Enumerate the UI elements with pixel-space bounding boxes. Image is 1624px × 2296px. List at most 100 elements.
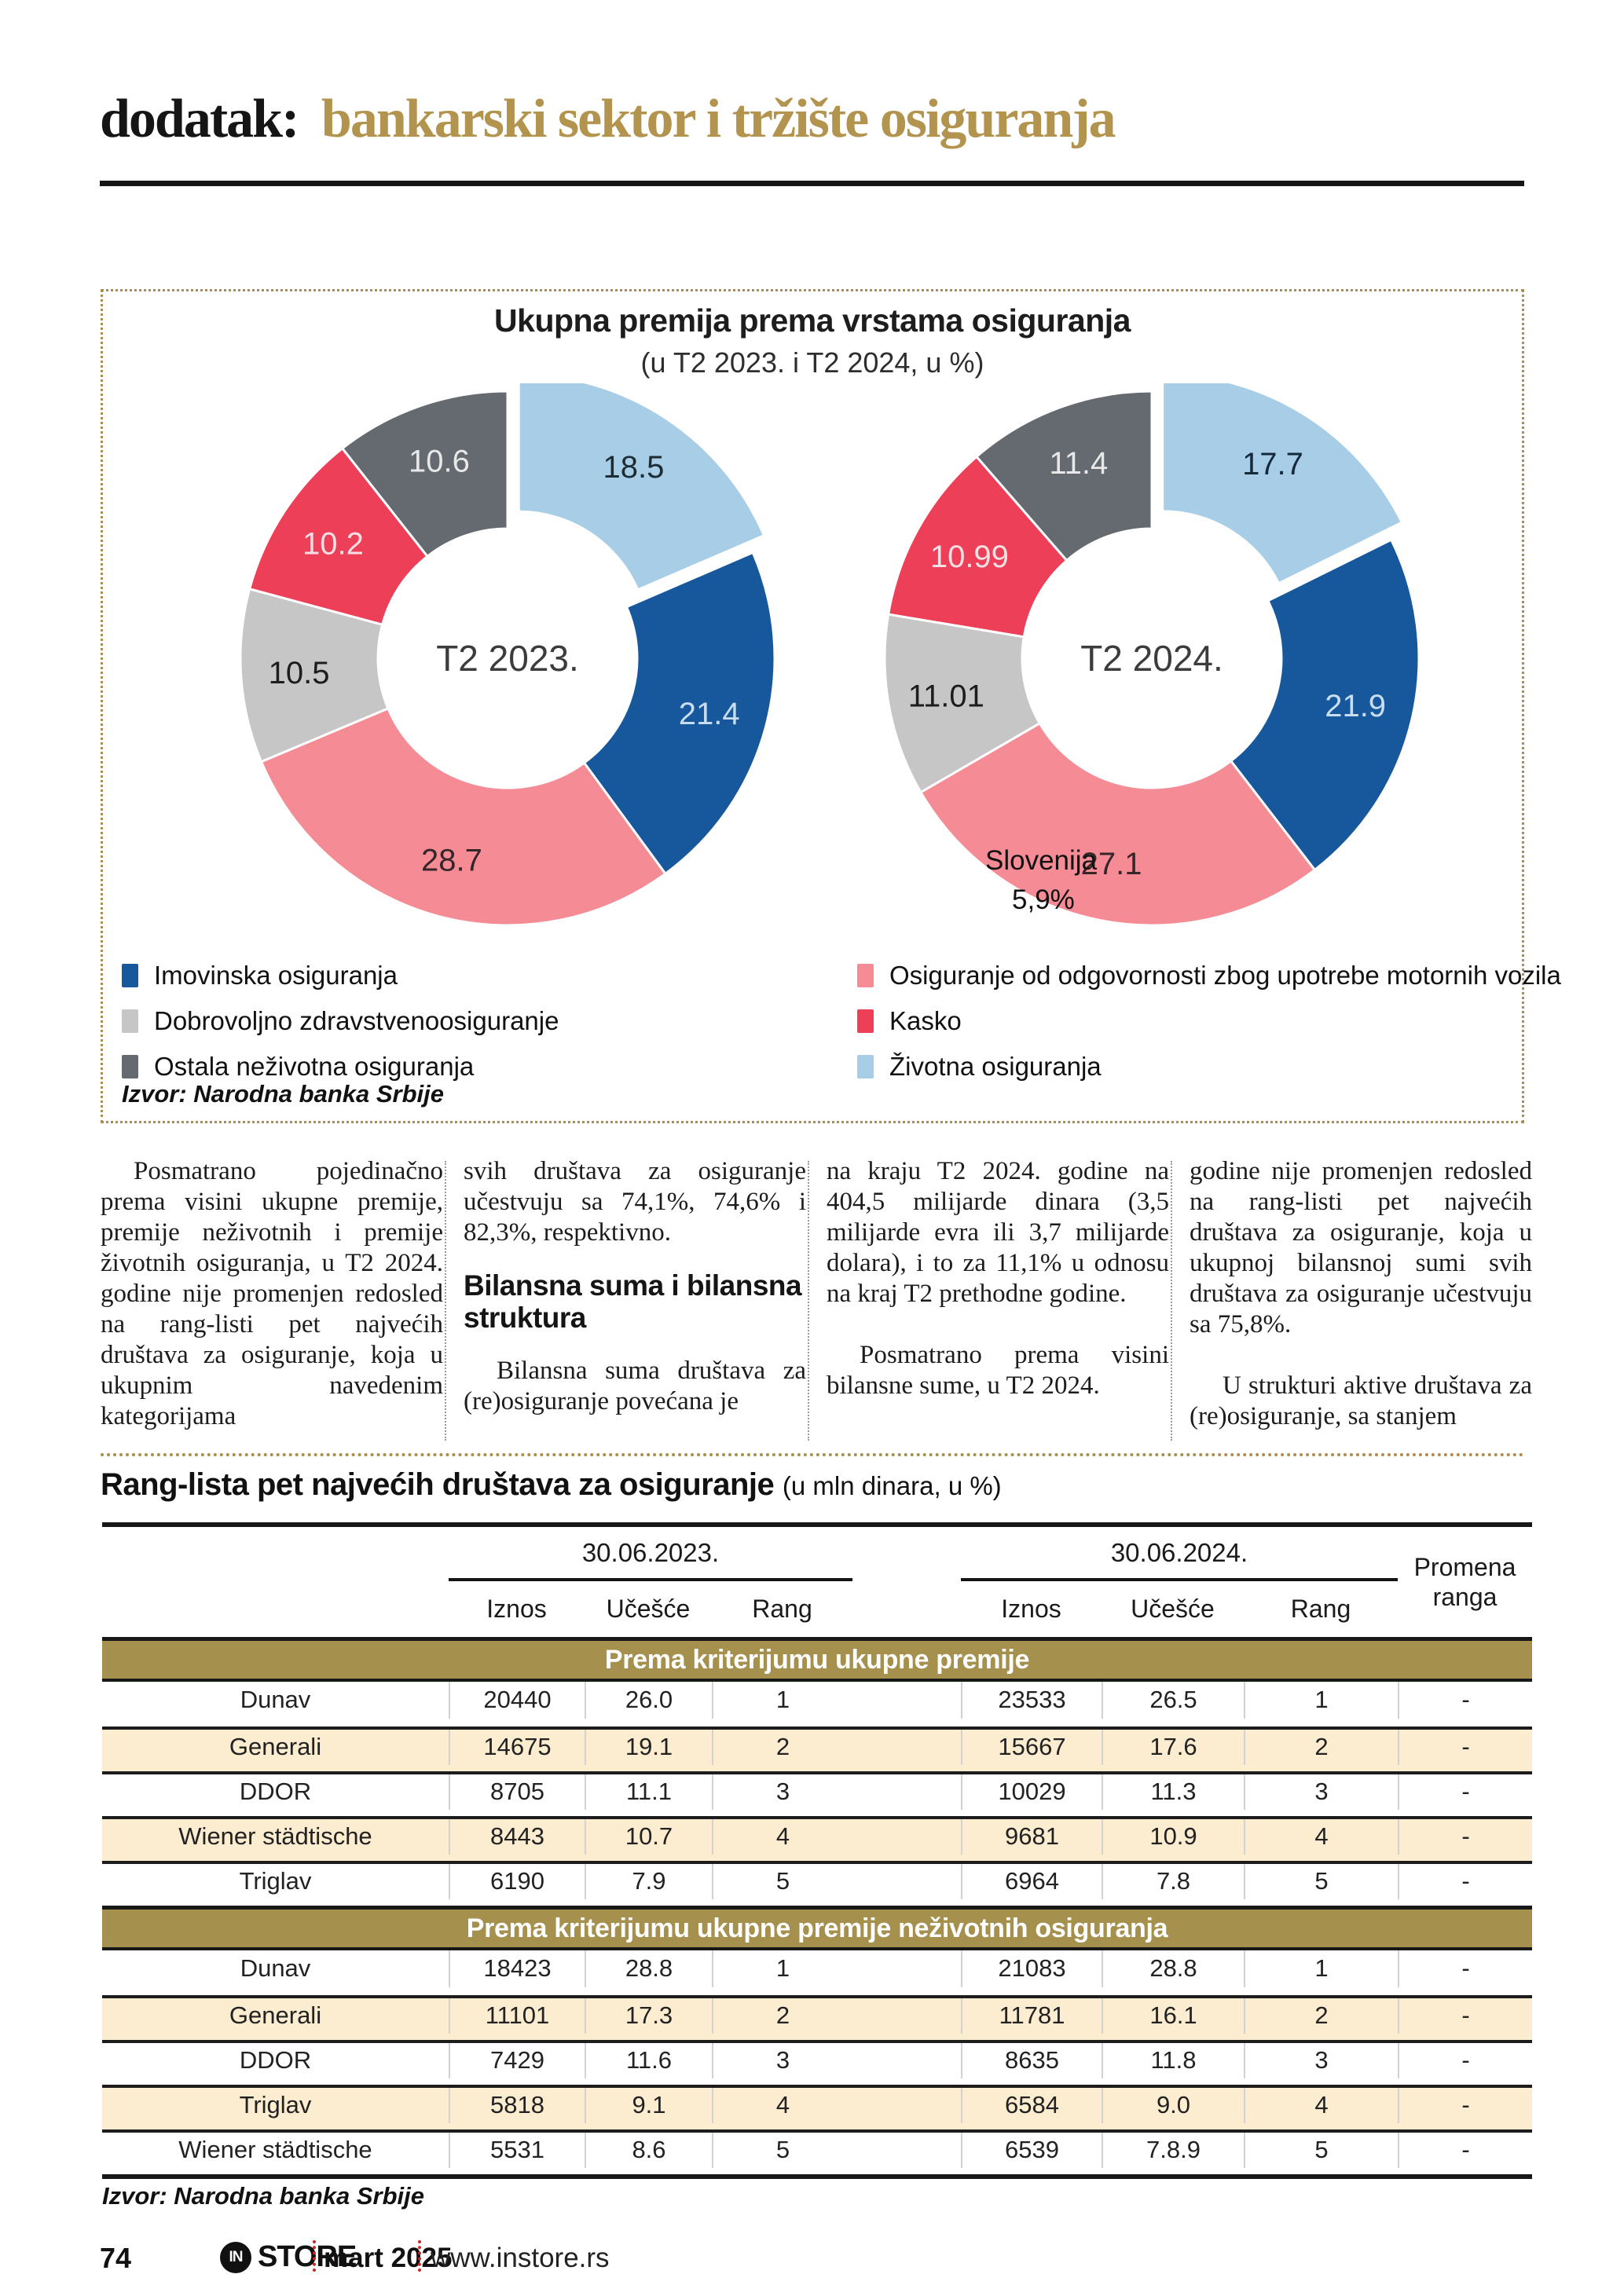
table-cell: 18423 [449,1950,585,1987]
donut-center-label: T2 2023. [436,638,579,679]
legend-label: Imovinska osiguranja [154,961,398,990]
paragraph: Bilansna suma društava za (re)osiguranje… [464,1357,806,1415]
text-column-3: na kraju T2 2024. godine na 404,5 milija… [827,1156,1169,1401]
table-cell: 11101 [449,1998,585,2034]
donut-slice-28.7 [259,706,667,927]
table-cell: 6539 [961,2133,1102,2168]
table-cell: 2 [1244,1998,1398,2034]
paragraph: Posmatrano prema visini bilansne sume, u… [827,1341,1169,1400]
donut-slice-11.4 [974,390,1153,562]
table-cell: 8.6 [585,2133,712,2168]
slice-label: 10.5 [269,656,330,690]
table-cell: 3 [1244,1774,1398,1810]
table-row-dunav: Dunav 18423 28.8 1 21083 28.8 1- [102,1950,1532,1995]
legend-label: Kasko [889,1006,962,1035]
table-row-generali: Generali 14675 19.1 2 15667 17.6 2- [102,1727,1532,1771]
column-separator [808,1161,809,1441]
column-header-iznos: Iznos [1001,1595,1061,1623]
table-cell: 23533 [961,1682,1102,1719]
legend-item: Kasko [857,998,1561,1044]
masthead-title: bankarski sektor i tržište osiguranja [321,89,1116,149]
donut-svg: 17.7 21.9 27.1 11.01 10.99 11.4 T2 2024. [883,372,1421,927]
table-divider [101,1453,1524,1456]
table-cell: 5 [1244,1864,1398,1899]
company-name: Dunav [240,1686,311,1714]
table-cell: 15667 [961,1730,1102,1765]
table-source: Izvor: Narodna banka Srbije [102,2182,424,2210]
company-name: Triglav [239,1867,312,1895]
slice-label: 18.5 [603,450,665,485]
table-spacer [852,2078,961,2085]
table-cell: - [1398,1998,1532,2034]
website-url: www.instore.rs [431,2243,610,2273]
table-spacer [852,1987,961,1996]
chart-box: Ukupna premija prema vrstama osiguranja … [101,289,1561,1123]
legend-swatch-icon [857,1055,874,1078]
donut-chart-2023: 18.5 21.4 28.7 10.5 10.2 10.6 T2 2023. [233,372,783,933]
table-row-ddor: DDOR 7429 11.6 3 8635 11.8 3- [102,2040,1532,2085]
slice-label: 28.7 [421,843,482,877]
slice-label: 11.01 [908,679,984,714]
table-cell: 1 [712,1950,852,1987]
table-row-dunav: Dunav 20440 26.0 1 23533 26.5 1- [102,1682,1532,1727]
section-heading: Bilansna suma i bilansna struktura [464,1269,802,1334]
instore-logo: IN STORE [220,2240,357,2274]
table-cell: 1 [1244,1950,1398,1987]
table-cell: - [1398,1864,1532,1899]
footer-separator [313,2240,316,2272]
legend-swatch-icon [122,1055,138,1078]
table-cell: 8635 [961,2043,1102,2078]
column-header-ucesce: Učešće [606,1595,691,1623]
legend-label: Ostala neživotna osiguranja [154,1052,475,1081]
table-spacer [852,1810,961,1817]
table-spacer [852,2123,961,2130]
table-row-wiener-st-dtische: Wiener städtische 8443 10.7 4 9681 10.9 4- [102,1816,1532,1861]
column-header-ucesce: Učešće [1131,1595,1215,1623]
donut-slice-11.01 [883,613,1042,794]
table-cell: - [1398,2043,1532,2078]
donut-slice-21.4 [582,551,776,876]
table-cell: 5818 [449,2088,585,2123]
slice-label: 11.4 [1049,446,1108,481]
table-cell: 5 [712,1864,852,1899]
table-cell: 2 [1244,1730,1398,1765]
table-cell: 7.8 [1102,1864,1244,1899]
legend-item: Dobrovoljno zdravstvenoosiguranje [122,998,559,1044]
table-cell: - [1398,2088,1532,2123]
text-column-1: Posmatrano pojedinačno prema visini ukup… [101,1156,443,1432]
table-title: Rang-lista pet najvećih društava za osig… [101,1467,1002,1503]
footer-separator [418,2240,421,2272]
table-cell: - [1398,1950,1532,1987]
logo-store-text: STORE [258,2240,357,2273]
slice-label: 17.7 [1242,447,1303,482]
table-cell: 26.0 [585,1682,712,1719]
table-cell: 8443 [449,1819,585,1855]
table-body: Prema kriterijumu ukupne premije Dunav 204… [102,1637,1532,2174]
table-row-generali: Generali 11101 17.3 2 11781 16.1 2- [102,1995,1532,2040]
slice-label: 27.1 [1081,847,1142,881]
text-column-4: godine nije promenjen redosled na rang-l… [1190,1156,1532,1432]
table-cell: 11.6 [585,2043,712,2078]
legend-item: Životna osiguranja [857,1044,1561,1089]
table-cell: 10029 [961,1774,1102,1810]
column-header-change: Promena ranga [1413,1553,1516,1611]
masthead-rule [100,181,1524,186]
legend-swatch-icon [122,964,138,987]
table-cell: 9681 [961,1819,1102,1855]
chart-subtitle: (u T2 2023. i T2 2024, u %) [640,346,984,379]
text-column-2: svih društava za osiguranje učestvuju sa… [464,1156,806,1417]
table-cell: 14675 [449,1730,585,1765]
article-body: Posmatrano pojedinačno prema visini ukup… [0,1156,1624,1455]
table-cell: 6964 [961,1864,1102,1899]
company-name: Wiener städtische [178,2136,372,2164]
table-cell: 16.1 [1102,1998,1244,2034]
paragraph: godine nije promenjen redosled na rang-l… [1190,1157,1532,1338]
table-cell: 10.9 [1102,1819,1244,1855]
page-footer: 74 IN STORE mart 2025 www.instore.rs [0,2237,1624,2284]
donut-center-label: T2 2024. [1080,638,1223,679]
table-cell: 11781 [961,1998,1102,2034]
donut-slice-10.2 [247,446,430,627]
company-name: Wiener städtische [178,1822,372,1851]
table-cell: 20440 [449,1682,585,1719]
table-cell: 28.8 [1102,1950,1244,1987]
